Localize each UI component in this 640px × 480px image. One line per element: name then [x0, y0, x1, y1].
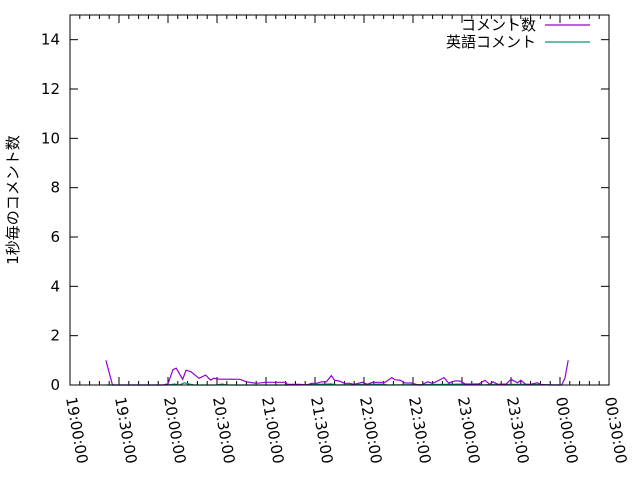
x-tick-label: 20:00:00	[160, 396, 189, 465]
y-tick-label: 2	[50, 327, 60, 345]
plot-border	[69, 14, 610, 386]
x-tick-label: 21:00:00	[258, 396, 287, 465]
x-tick-label: 21:30:00	[307, 396, 336, 465]
x-tick-label: 00:00:00	[552, 396, 581, 465]
x-tick-label: 22:00:00	[356, 396, 385, 465]
legend-label-1: 英語コメント	[446, 33, 536, 51]
y-tick-label: 4	[50, 277, 60, 295]
y-axis-label: 1秒毎のコメント数	[4, 135, 22, 265]
y-tick-label: 10	[41, 129, 60, 147]
y-tick-label: 8	[50, 179, 60, 197]
x-tick-label: 19:30:00	[111, 396, 140, 465]
x-tick-label: 23:00:00	[454, 396, 483, 465]
series-line-0	[105, 360, 569, 386]
y-tick-label: 14	[41, 31, 60, 49]
legend: コメント数 英語コメント	[446, 16, 590, 51]
y-tick-label: 12	[41, 80, 60, 98]
x-tick-label: 19:00:00	[62, 396, 91, 465]
x-tick-label: 00:30:00	[601, 396, 630, 465]
x-tick-label: 22:30:00	[405, 396, 434, 465]
legend-label-0: コメント数	[461, 16, 536, 34]
y-tick-label: 6	[50, 228, 60, 246]
x-tick-label: 23:30:00	[503, 396, 532, 465]
x-tick-label: 20:30:00	[209, 396, 238, 465]
y-tick-label: 0	[50, 376, 60, 394]
